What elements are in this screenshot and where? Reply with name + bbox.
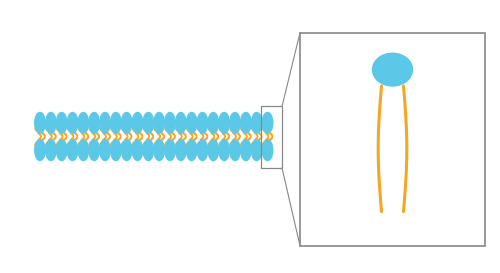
Ellipse shape (143, 112, 154, 133)
Ellipse shape (186, 140, 197, 161)
Ellipse shape (154, 112, 164, 133)
Ellipse shape (197, 140, 208, 161)
Ellipse shape (100, 112, 110, 133)
Bar (261, 106, 282, 168)
Ellipse shape (154, 140, 164, 161)
Ellipse shape (230, 112, 240, 133)
Ellipse shape (208, 140, 218, 161)
Ellipse shape (122, 112, 132, 133)
Ellipse shape (56, 112, 67, 133)
Ellipse shape (78, 140, 88, 161)
Ellipse shape (132, 140, 143, 161)
Ellipse shape (219, 140, 230, 161)
Ellipse shape (252, 140, 262, 161)
Ellipse shape (35, 140, 45, 161)
Ellipse shape (176, 140, 186, 161)
Ellipse shape (68, 140, 78, 161)
Ellipse shape (186, 112, 197, 133)
Ellipse shape (165, 140, 175, 161)
Ellipse shape (89, 112, 100, 133)
Ellipse shape (35, 112, 45, 133)
Ellipse shape (110, 112, 121, 133)
Ellipse shape (122, 140, 132, 161)
Ellipse shape (143, 140, 154, 161)
Ellipse shape (240, 112, 251, 133)
Ellipse shape (208, 112, 218, 133)
Ellipse shape (100, 140, 110, 161)
Ellipse shape (46, 140, 56, 161)
Bar (300, 33, 485, 246)
Ellipse shape (89, 140, 100, 161)
Ellipse shape (110, 140, 121, 161)
Ellipse shape (132, 112, 143, 133)
Ellipse shape (262, 140, 273, 161)
Ellipse shape (78, 112, 88, 133)
Ellipse shape (230, 140, 240, 161)
Ellipse shape (165, 112, 175, 133)
Ellipse shape (56, 140, 67, 161)
Ellipse shape (262, 112, 273, 133)
Ellipse shape (252, 112, 262, 133)
Ellipse shape (46, 112, 56, 133)
Ellipse shape (219, 112, 230, 133)
Ellipse shape (176, 112, 186, 133)
Ellipse shape (197, 112, 208, 133)
Ellipse shape (240, 140, 251, 161)
Ellipse shape (372, 53, 412, 86)
Ellipse shape (68, 112, 78, 133)
